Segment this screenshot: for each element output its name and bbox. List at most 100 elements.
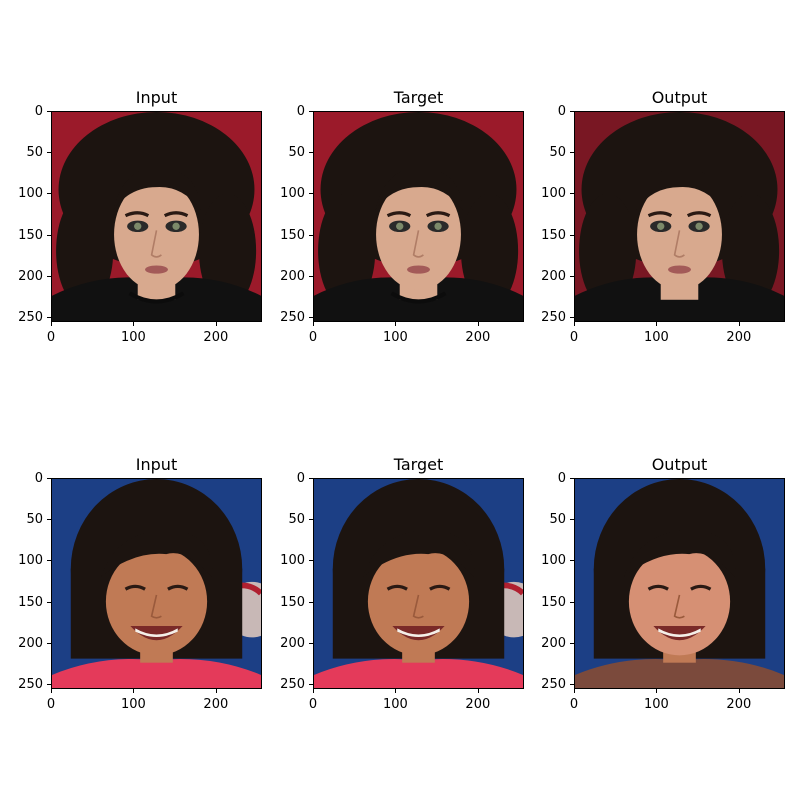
x-tick-mark	[477, 322, 479, 326]
x-tick-label: 200	[726, 697, 752, 712]
y-tick-mark	[570, 193, 574, 195]
x-tick-mark	[574, 689, 575, 693]
x-tick-label: 0	[46, 697, 56, 712]
y-tick-mark	[570, 642, 574, 644]
y-tick-label: 100	[18, 553, 43, 569]
y-tick-mark	[47, 275, 51, 277]
y-tick-label: 150	[18, 227, 43, 243]
y-tick-label: 200	[280, 635, 305, 651]
y-tick-mark	[309, 193, 313, 195]
y-tick-label: 200	[18, 268, 43, 284]
panel-title: Input	[135, 88, 178, 107]
y-tick-label: 150	[541, 227, 566, 243]
face	[367, 547, 470, 656]
y-tick-label: 100	[541, 186, 566, 202]
y-tick-label: 100	[18, 186, 43, 202]
y-tick-label: 50	[26, 145, 43, 161]
y-tick-mark	[309, 519, 313, 521]
y-tick-label: 250	[18, 310, 43, 326]
y-tick-label: 200	[541, 268, 566, 284]
x-tick-label: 100	[644, 330, 669, 345]
y-tick-label: 150	[541, 594, 566, 610]
panel-title: Target	[393, 88, 444, 107]
y-tick-label: 250	[280, 310, 305, 326]
y-tick-mark	[47, 152, 51, 154]
y-tick-label: 50	[549, 145, 566, 161]
face	[105, 547, 208, 656]
y-tick-label: 50	[288, 145, 305, 161]
y-tick-mark	[309, 234, 313, 236]
y-tick-mark	[570, 152, 574, 154]
y-tick-mark	[309, 642, 313, 644]
y-tick-label: 250	[280, 677, 305, 693]
y-tick-mark	[309, 601, 313, 603]
x-tick-label: 0	[569, 330, 579, 345]
y-tick-mark	[47, 519, 51, 521]
x-tick-mark	[215, 322, 217, 326]
y-tick-label: 0	[296, 471, 305, 486]
x-tick-label: 0	[308, 697, 318, 712]
x-tick-mark	[133, 322, 135, 326]
y-tick-mark	[47, 560, 51, 562]
x-tick-label: 100	[121, 697, 146, 712]
y-tick-label: 50	[549, 512, 566, 528]
x-tick-label: 200	[726, 330, 752, 345]
y-tick-mark	[309, 560, 313, 562]
y-tick-mark	[47, 111, 51, 112]
x-tick-label: 100	[644, 697, 669, 712]
y-tick-label: 100	[280, 186, 305, 202]
panel-title: Output	[651, 88, 708, 107]
x-tick-label: 100	[121, 330, 146, 345]
y-tick-mark	[570, 234, 574, 236]
x-tick-mark	[738, 322, 740, 326]
y-tick-mark	[309, 684, 313, 686]
y-tick-label: 50	[288, 512, 305, 528]
y-tick-mark	[570, 519, 574, 521]
y-tick-label: 150	[280, 227, 305, 243]
y-tick-label: 0	[296, 104, 305, 119]
x-tick-mark	[738, 689, 740, 693]
image-panel	[51, 478, 262, 689]
y-tick-mark	[570, 560, 574, 562]
x-tick-mark	[395, 322, 397, 326]
y-tick-mark	[47, 193, 51, 195]
x-tick-mark	[133, 689, 135, 693]
x-tick-mark	[574, 322, 575, 326]
x-tick-label: 200	[465, 330, 491, 345]
x-tick-mark	[215, 689, 217, 693]
y-tick-label: 0	[557, 471, 566, 486]
x-tick-mark	[313, 322, 314, 326]
x-tick-mark	[395, 689, 397, 693]
y-tick-mark	[47, 684, 51, 686]
y-tick-label: 100	[280, 553, 305, 569]
y-tick-label: 100	[541, 553, 566, 569]
x-tick-label: 0	[569, 697, 579, 712]
y-tick-mark	[570, 275, 574, 277]
x-tick-label: 0	[46, 330, 56, 345]
image-panel	[51, 111, 262, 322]
image-panel	[574, 111, 785, 322]
x-tick-label: 200	[203, 697, 229, 712]
y-tick-mark	[47, 642, 51, 644]
image-panel	[313, 111, 524, 322]
y-tick-label: 200	[541, 635, 566, 651]
y-tick-label: 200	[18, 635, 43, 651]
y-tick-mark	[570, 317, 574, 319]
x-tick-mark	[656, 322, 658, 326]
image-panel	[313, 478, 524, 689]
y-tick-label: 50	[26, 512, 43, 528]
x-tick-mark	[51, 689, 52, 693]
x-tick-label: 100	[383, 330, 408, 345]
x-tick-mark	[656, 689, 658, 693]
image-panel	[574, 478, 785, 689]
y-tick-label: 250	[541, 677, 566, 693]
x-tick-label: 200	[465, 697, 491, 712]
y-tick-mark	[47, 478, 51, 479]
y-tick-label: 250	[541, 310, 566, 326]
y-tick-label: 200	[280, 268, 305, 284]
y-tick-mark	[47, 234, 51, 236]
x-tick-label: 100	[383, 697, 408, 712]
y-tick-label: 0	[34, 104, 43, 119]
y-tick-label: 150	[280, 594, 305, 610]
x-tick-mark	[51, 322, 52, 326]
